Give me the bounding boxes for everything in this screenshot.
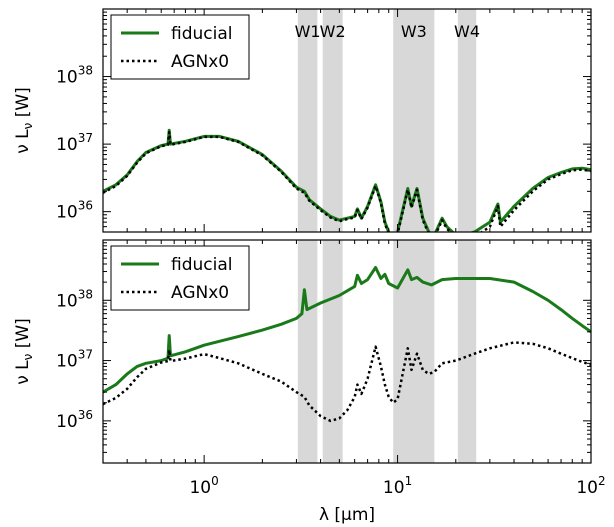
y-axis-label: ν Lν [W]	[13, 318, 35, 385]
series-agnx0-line	[103, 341, 591, 423]
legend: fiducial AGNx0	[110, 14, 250, 80]
wise-band-1	[297, 9, 318, 232]
y-tick-label: 1038	[56, 287, 93, 311]
band-label-w4: W4	[454, 22, 480, 41]
y-tick-label: 1037	[56, 131, 93, 155]
wise-band-2	[322, 240, 343, 463]
series-fiducial-line	[103, 128, 591, 232]
wise-band-3	[393, 240, 435, 463]
band-label-w1: W1	[295, 22, 321, 41]
legend-box	[110, 245, 250, 311]
wise-band-4	[457, 9, 477, 232]
x-tick-label: 102	[576, 474, 605, 498]
wise-band-4	[457, 240, 477, 463]
legend: fiducial AGNx0	[110, 245, 250, 311]
x-tick-label: 101	[383, 474, 412, 498]
band-label-w3: W3	[401, 22, 427, 41]
plot-frame	[102, 239, 592, 464]
x-axis-label: λ [μm]	[319, 505, 375, 525]
x-tick-label: 100	[189, 474, 218, 498]
legend-label-fiducial: fiducial	[171, 24, 232, 44]
wise-band-1	[297, 240, 318, 463]
panel-1: W1 W2 W3 W4 1036 1037 1038 ν Lν [W] fiducial AGNx…	[13, 8, 592, 233]
y-tick-label: 1036	[56, 408, 93, 432]
wise-band-2	[322, 9, 343, 232]
panel-2: 1036 1037 1038 100 101 102 ν Lν [W] λ [μm] fiduc…	[13, 239, 606, 525]
y-tick-label: 1036	[56, 199, 93, 223]
legend-label-agnx0: AGNx0	[171, 283, 229, 303]
band-label-w2: W2	[320, 22, 346, 41]
y-tick-label: 1037	[56, 348, 93, 372]
legend-label-fiducial: fiducial	[171, 255, 232, 275]
y-tick-label: 1038	[56, 64, 93, 88]
y-axis-label: ν Lν [W]	[13, 87, 35, 154]
legend-box	[110, 14, 250, 80]
series-agnx0-line	[103, 130, 591, 232]
legend-label-agnx0: AGNx0	[171, 52, 229, 72]
series-fiducial-line	[103, 266, 591, 394]
plot-frame	[102, 8, 592, 233]
